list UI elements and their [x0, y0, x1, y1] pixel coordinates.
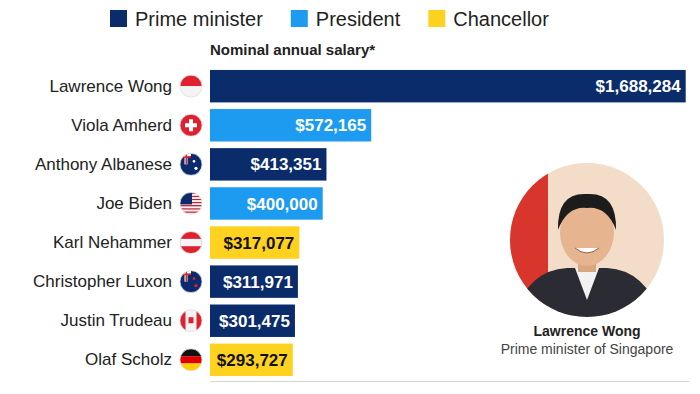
flag-border: [180, 75, 202, 97]
data-labels: $1,688,284 $413,351 $311,971 $301,475 $572,1…: [217, 77, 681, 370]
category-label: Karl Nehammer: [53, 233, 172, 252]
flag: [180, 271, 202, 293]
flag: [180, 75, 202, 97]
flag: [180, 310, 202, 332]
portrait-part: [575, 248, 599, 253]
tick: Justin Trudeau: [60, 311, 172, 330]
legend-item: President: [291, 8, 401, 30]
legend: Prime minister President Chancellor: [110, 8, 549, 30]
category-label: Joe Biden: [96, 194, 172, 213]
flag-part: [189, 317, 194, 323]
flag-part: [194, 167, 197, 170]
flag-border: [180, 232, 202, 254]
y-axis-line: [210, 69, 211, 379]
portrait-part: [558, 194, 616, 230]
legend-swatch: [110, 10, 127, 27]
flag: [180, 192, 202, 214]
legend-item: Chancellor: [428, 8, 549, 30]
tick: Viola Amherd: [71, 116, 172, 135]
bar: [210, 344, 293, 376]
legend-swatch: [428, 10, 445, 27]
legend-label: Chancellor: [453, 8, 549, 30]
data-label: $301,475: [219, 312, 290, 331]
title: Nominal annual salary*: [210, 41, 375, 58]
category-label: Christopher Luxon: [33, 272, 172, 291]
legend-swatch: [291, 10, 308, 27]
data-label: $572,165: [295, 116, 366, 135]
bar: [210, 226, 299, 258]
tick: Christopher Luxon: [33, 272, 172, 291]
portrait-part: [575, 268, 599, 300]
tick: Anthony Albanese: [35, 155, 172, 174]
legend-label: Prime minister: [135, 8, 263, 30]
flag-part: [194, 284, 197, 287]
flag-border: [180, 310, 202, 332]
flag-part: [180, 239, 202, 246]
flag-border: [180, 114, 202, 136]
flag-border: [180, 153, 202, 175]
bar: [210, 305, 295, 337]
x-axis-line: [211, 381, 690, 382]
data-label: $400,000: [247, 195, 318, 214]
tick: Joe Biden: [96, 194, 172, 213]
bar: [210, 109, 371, 141]
category-label: Justin Trudeau: [60, 311, 172, 330]
flag-border: [180, 349, 202, 371]
legend-label: President: [316, 8, 401, 30]
y-axis: Lawrence Wong Viola Amherd Anthony Albanes…: [33, 69, 210, 379]
bars: [210, 70, 686, 376]
flag-part: [180, 310, 202, 332]
category-label: Olaf Scholz: [85, 350, 172, 369]
tick: Olaf Scholz: [85, 350, 172, 369]
portrait-part: [512, 268, 662, 320]
flag-part: [180, 75, 202, 86]
flag-part: [180, 356, 202, 363]
data-label: $1,688,284: [596, 77, 682, 96]
flag-part: [185, 123, 197, 127]
chart: Prime minister President Chancellor Nominal…: [0, 0, 700, 394]
annotation: Lawrence Wong: [533, 323, 640, 339]
portrait: [510, 163, 664, 320]
flag: [180, 153, 202, 175]
flag: [180, 349, 202, 371]
flag-part: [180, 114, 202, 136]
flag-part: [180, 153, 202, 175]
flag: [180, 114, 202, 136]
flag-part: [180, 232, 202, 254]
data-label: $413,351: [251, 155, 322, 174]
data-label: $293,727: [217, 351, 288, 370]
category-label: Anthony Albanese: [35, 155, 172, 174]
flag: [180, 232, 202, 254]
flag-part: [180, 207, 202, 209]
annotation: Prime minister of Singapore: [501, 341, 674, 357]
flag-part: [193, 277, 196, 280]
flag-border: [180, 192, 202, 214]
bar: [210, 148, 326, 180]
legend-item: Prime minister: [110, 8, 263, 30]
category-label: Viola Amherd: [71, 116, 172, 135]
bar: [210, 70, 686, 102]
flag-part: [180, 192, 192, 204]
flag-part: [180, 86, 202, 97]
tick: Lawrence Wong: [49, 77, 172, 96]
tick: Karl Nehammer: [53, 233, 172, 252]
flags: [180, 75, 202, 371]
category-label: Lawrence Wong: [49, 77, 172, 96]
flag-part: [193, 160, 196, 163]
bar: [210, 265, 298, 297]
flag-border: [180, 271, 202, 293]
x-axis: [211, 381, 690, 382]
bar: [210, 187, 323, 219]
flag-part: [180, 271, 202, 293]
data-label: $317,077: [223, 234, 294, 253]
data-label: $311,971: [223, 273, 293, 292]
flag-part: [180, 205, 202, 207]
flag-part: [180, 208, 202, 210]
